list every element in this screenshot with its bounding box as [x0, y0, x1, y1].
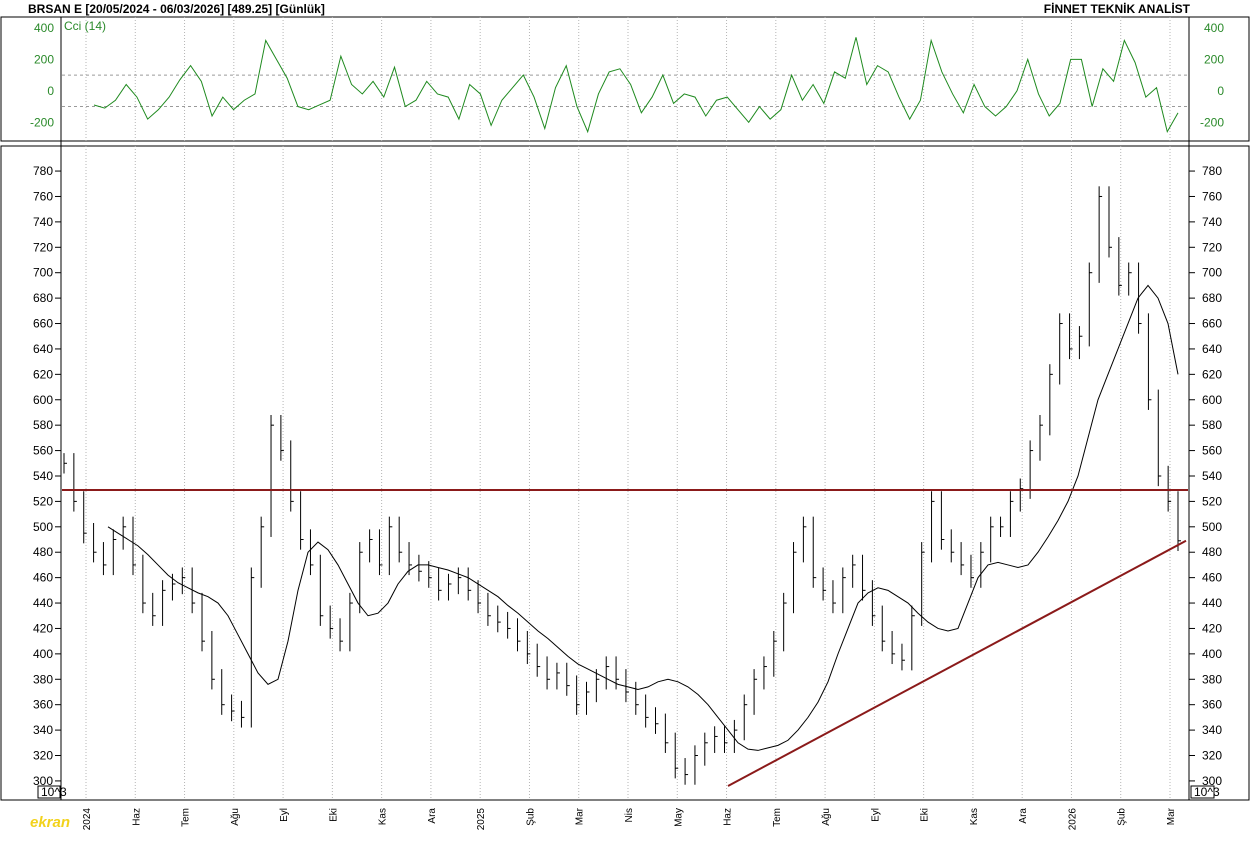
x-tick-label: Mar [1166, 807, 1177, 825]
x-tick-label: Tem [181, 808, 192, 827]
y-tick-label-left: 300 [33, 774, 53, 788]
x-tick-label: Eki [328, 808, 339, 822]
y-tick-label-right: 740 [1202, 215, 1222, 229]
last-price: [489.25] [227, 2, 273, 16]
cci-tick-label-right: 400 [1204, 21, 1224, 35]
y-tick-label-right: 720 [1202, 240, 1222, 254]
scale-label-right: 10^3 [1194, 785, 1220, 799]
y-tick-label-right: 640 [1202, 342, 1222, 356]
moving-average-line [107, 284, 1179, 751]
x-tick-label: Eyl [279, 808, 290, 822]
y-tick-label-left: 720 [33, 240, 53, 254]
y-tick-label-right: 540 [1202, 469, 1222, 483]
support-trendline [727, 539, 1187, 787]
y-tick-label-left: 620 [33, 367, 53, 381]
cci-tick-label-right: -200 [1200, 115, 1224, 129]
brand-label: FİNNET TEKNİK ANALİST [1043, 2, 1190, 16]
y-tick-label-left: 520 [33, 494, 53, 508]
y-tick-label-right: 380 [1202, 672, 1222, 686]
symbol: BRSAN E [28, 2, 83, 16]
y-tick-label-right: 680 [1202, 291, 1222, 305]
x-tick-label: Ara [427, 808, 438, 824]
scale-label-left: 10^3 [41, 785, 67, 799]
cci-tick-label-right: 0 [1217, 84, 1224, 98]
x-tick-label: Mar [575, 807, 586, 825]
y-tick-label-right: 780 [1202, 164, 1222, 178]
y-tick-label-right: 440 [1202, 596, 1222, 610]
y-tick-label-left: 760 [33, 189, 53, 203]
x-tick-label: May [673, 808, 684, 827]
x-tick-label: Şub [525, 808, 536, 826]
y-tick-label-right: 760 [1202, 189, 1222, 203]
x-tick-label: Ağu [821, 808, 832, 826]
x-tick-label: Haz [723, 808, 734, 826]
y-tick-label-right: 320 [1202, 749, 1222, 763]
x-tick-label: Haz [131, 808, 142, 826]
x-tick-label: 2025 [476, 808, 487, 831]
x-tick-label: Şub [1117, 808, 1128, 826]
y-tick-label-right: 480 [1202, 545, 1222, 559]
y-tick-label-right: 400 [1202, 647, 1222, 661]
y-tick-label-right: 340 [1202, 723, 1222, 737]
y-tick-label-left: 680 [33, 291, 53, 305]
y-tick-label-right: 300 [1202, 774, 1222, 788]
y-tick-label-left: 440 [33, 596, 53, 610]
y-tick-label-left: 340 [33, 723, 53, 737]
y-tick-label-left: 460 [33, 571, 53, 585]
y-tick-label-left: 500 [33, 520, 53, 534]
cci-panel-frame [0, 16, 1250, 142]
y-tick-label-left: 640 [33, 342, 53, 356]
cci-tick-label-left: 200 [34, 52, 54, 66]
period: [Günlük] [275, 2, 325, 16]
y-tick-label-left: 480 [33, 545, 53, 559]
cci-line [93, 37, 1179, 134]
y-tick-label-right: 420 [1202, 621, 1222, 635]
y-tick-label-left: 540 [33, 469, 53, 483]
y-tick-label-left: 740 [33, 215, 53, 229]
y-tick-label-right: 500 [1202, 520, 1222, 534]
ekran-logo: ekran [30, 814, 71, 831]
cci-tick-label-left: -200 [30, 115, 54, 129]
x-tick-label: Eki [920, 808, 931, 822]
y-tick-label-left: 400 [33, 647, 53, 661]
y-tick-label-right: 660 [1202, 317, 1222, 331]
y-tick-label-left: 360 [33, 698, 53, 712]
date-range: [20/05/2024 - 06/03/2026] [85, 2, 225, 16]
price-panel-frame [0, 145, 1250, 801]
y-tick-label-right: 580 [1202, 418, 1222, 432]
y-tick-label-right: 360 [1202, 698, 1222, 712]
cci-legend: Cci (14) [64, 19, 106, 33]
x-tick-label: Tem [772, 808, 783, 827]
chart-header: BRSAN E [20/05/2024 - 06/03/2026] [489.2… [28, 2, 325, 16]
x-tick-label: 2026 [1067, 808, 1078, 831]
y-tick-label-left: 600 [33, 393, 53, 407]
y-tick-label-left: 660 [33, 317, 53, 331]
x-tick-label: Nis [624, 808, 635, 822]
y-tick-label-left: 580 [33, 418, 53, 432]
x-tick-label: 2024 [82, 808, 93, 831]
x-tick-label: Ara [1018, 808, 1029, 824]
y-tick-label-left: 320 [33, 749, 53, 763]
y-tick-label-left: 780 [33, 164, 53, 178]
y-tick-label-right: 700 [1202, 266, 1222, 280]
x-tick-label: Kas [378, 808, 389, 825]
x-tick-label: Eyl [870, 808, 881, 822]
y-tick-label-right: 460 [1202, 571, 1222, 585]
y-tick-label-right: 600 [1202, 393, 1222, 407]
cci-tick-label-left: 0 [47, 84, 54, 98]
x-tick-label: Ağu [230, 808, 241, 826]
cci-tick-label-left: 400 [34, 21, 54, 35]
x-tick-label: Kas [969, 808, 980, 825]
y-tick-label-left: 700 [33, 266, 53, 280]
y-tick-label-right: 620 [1202, 367, 1222, 381]
y-tick-label-left: 420 [33, 621, 53, 635]
y-tick-label-right: 560 [1202, 444, 1222, 458]
y-tick-label-left: 560 [33, 444, 53, 458]
cci-tick-label-right: 200 [1204, 52, 1224, 66]
y-tick-label-left: 380 [33, 672, 53, 686]
y-tick-label-right: 520 [1202, 494, 1222, 508]
